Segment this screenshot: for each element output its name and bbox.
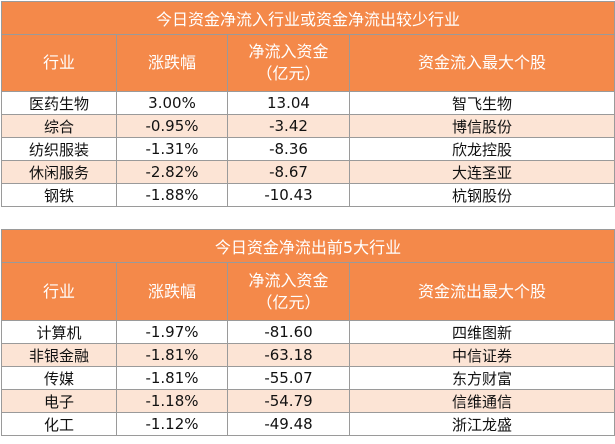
cell-top-stock: 杭钢股份 (348, 183, 615, 207)
cell-net-inflow: 13.04 (227, 91, 350, 115)
table-title-row: 今日资金净流出前5大行业 (1, 229, 615, 263)
cell-net-inflow: -81.60 (227, 320, 350, 344)
cell-net-inflow: -10.43 (227, 183, 350, 207)
cell-top-stock: 博信股份 (348, 114, 615, 138)
cell-top-stock: 信维通信 (349, 389, 615, 413)
cell-change: -2.82% (116, 160, 228, 184)
cell-top-stock: 智飞生物 (348, 91, 615, 115)
cell-net-inflow: -63.18 (227, 343, 350, 367)
cell-net-inflow: -54.79 (227, 389, 350, 413)
cell-top-stock: 浙江龙盛 (349, 412, 615, 436)
column-header-change: 涨跌幅 (116, 262, 228, 321)
table-row: 电子 -1.18% -54.79 信维通信 (1, 389, 615, 413)
cell-industry: 传媒 (1, 366, 117, 390)
table-row: 非银金融 -1.81% -63.18 中信证券 (1, 343, 615, 367)
column-header-net-inflow: 净流入资金 （亿元） (227, 34, 350, 92)
cell-change: -0.95% (116, 114, 228, 138)
cell-industry: 电子 (1, 389, 117, 413)
column-header-top-stock: 资金流出最大个股 (349, 262, 615, 321)
table-row: 综合 -0.95% -3.42 博信股份 (1, 114, 615, 138)
table-row: 医药生物 3.00% 13.04 智飞生物 (1, 91, 615, 115)
column-header-net-inflow: 净流入资金 （亿元） (227, 262, 350, 321)
cell-industry: 纺织服装 (1, 137, 117, 161)
cell-change: 3.00% (116, 91, 228, 115)
cell-top-stock: 四维图新 (349, 320, 615, 344)
cell-change: -1.81% (116, 343, 228, 367)
cell-change: -1.12% (116, 412, 228, 436)
cell-industry: 休闲服务 (1, 160, 117, 184)
cell-change: -1.18% (116, 389, 228, 413)
cell-net-inflow: -49.48 (227, 412, 350, 436)
table-row: 纺织服装 -1.31% -8.36 欣龙控股 (1, 137, 615, 161)
cell-industry: 钢铁 (1, 183, 117, 207)
table-title: 今日资金净流入行业或资金净流出较少行业 (0, 1, 615, 35)
cell-industry: 化工 (1, 412, 117, 436)
cell-top-stock: 中信证券 (349, 343, 615, 367)
table-row: 计算机 -1.97% -81.60 四维图新 (1, 320, 615, 344)
cell-top-stock: 欣龙控股 (348, 137, 615, 161)
inflow-industry-table: 今日资金净流入行业或资金净流出较少行业 行业 涨跌幅 净流入资金 （亿元） 资金… (0, 1, 615, 207)
cell-net-inflow: -8.36 (227, 137, 350, 161)
cell-industry: 综合 (1, 114, 117, 138)
cell-change: -1.31% (116, 137, 228, 161)
cell-net-inflow: -3.42 (227, 114, 350, 138)
column-header-industry: 行业 (1, 262, 117, 321)
cell-change: -1.88% (116, 183, 228, 207)
cell-industry: 医药生物 (1, 91, 117, 115)
table-title-row: 今日资金净流入行业或资金净流出较少行业 (0, 1, 615, 35)
table-row: 传媒 -1.81% -55.07 东方财富 (1, 366, 615, 390)
table-header-row: 行业 涨跌幅 净流入资金 （亿元） 资金流出最大个股 (1, 262, 615, 321)
column-header-change: 涨跌幅 (116, 34, 228, 92)
cell-net-inflow: -8.67 (227, 160, 350, 184)
column-header-top-stock: 资金流入最大个股 (348, 34, 615, 92)
table-row: 化工 -1.12% -49.48 浙江龙盛 (1, 412, 615, 436)
table-header-row: 行业 涨跌幅 净流入资金 （亿元） 资金流入最大个股 (1, 34, 615, 92)
cell-change: -1.81% (116, 366, 228, 390)
cell-net-inflow: -55.07 (227, 366, 350, 390)
cell-top-stock: 大连圣亚 (348, 160, 615, 184)
table-row: 钢铁 -1.88% -10.43 杭钢股份 (1, 183, 615, 207)
table-row: 休闲服务 -2.82% -8.67 大连圣亚 (1, 160, 615, 184)
cell-change: -1.97% (116, 320, 228, 344)
column-header-industry: 行业 (1, 34, 117, 92)
cell-industry: 非银金融 (1, 343, 117, 367)
cell-industry: 计算机 (1, 320, 117, 344)
table-title: 今日资金净流出前5大行业 (1, 229, 615, 263)
outflow-industry-table: 今日资金净流出前5大行业 行业 涨跌幅 净流入资金 （亿元） 资金流出最大个股 … (1, 229, 615, 436)
cell-top-stock: 东方财富 (349, 366, 615, 390)
